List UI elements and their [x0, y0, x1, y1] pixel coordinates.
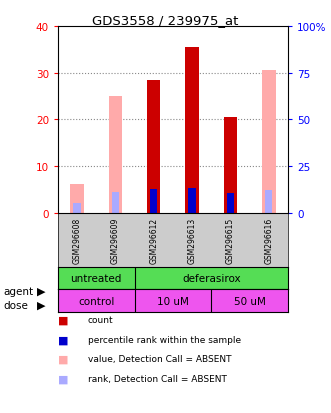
Text: rank, Detection Call = ABSENT: rank, Detection Call = ABSENT: [88, 374, 227, 383]
Bar: [109, 97, 122, 214]
Bar: [147, 81, 161, 214]
Text: GSM296608: GSM296608: [72, 218, 82, 263]
Text: ■: ■: [58, 335, 69, 344]
Text: deferasirox: deferasirox: [182, 274, 241, 284]
Bar: [224, 118, 237, 214]
Text: GSM296615: GSM296615: [226, 218, 235, 263]
Bar: [265, 190, 272, 214]
Bar: [73, 204, 81, 214]
Text: ▶: ▶: [37, 300, 46, 310]
Text: control: control: [78, 296, 115, 306]
Text: count: count: [88, 316, 113, 325]
Bar: [112, 193, 119, 214]
Text: GSM296612: GSM296612: [149, 218, 158, 263]
Text: GDS3558 / 239975_at: GDS3558 / 239975_at: [92, 14, 239, 27]
Text: ■: ■: [58, 315, 69, 325]
Text: dose: dose: [3, 300, 28, 310]
Bar: [185, 48, 199, 214]
Bar: [262, 71, 275, 214]
Bar: [71, 185, 84, 214]
Text: 50 uM: 50 uM: [234, 296, 265, 306]
Bar: [188, 188, 196, 214]
Text: ■: ■: [58, 373, 69, 383]
Text: 10 uM: 10 uM: [157, 296, 189, 306]
Bar: [150, 189, 158, 214]
Text: GSM296613: GSM296613: [188, 218, 197, 263]
Text: percentile rank within the sample: percentile rank within the sample: [88, 335, 241, 344]
Text: agent: agent: [3, 286, 33, 296]
Text: untreated: untreated: [71, 274, 122, 284]
Text: GSM296616: GSM296616: [264, 218, 273, 263]
Text: value, Detection Call = ABSENT: value, Detection Call = ABSENT: [88, 354, 231, 363]
Bar: [227, 194, 234, 214]
Text: ■: ■: [58, 354, 69, 364]
Text: GSM296609: GSM296609: [111, 217, 120, 264]
Text: ▶: ▶: [37, 286, 46, 296]
